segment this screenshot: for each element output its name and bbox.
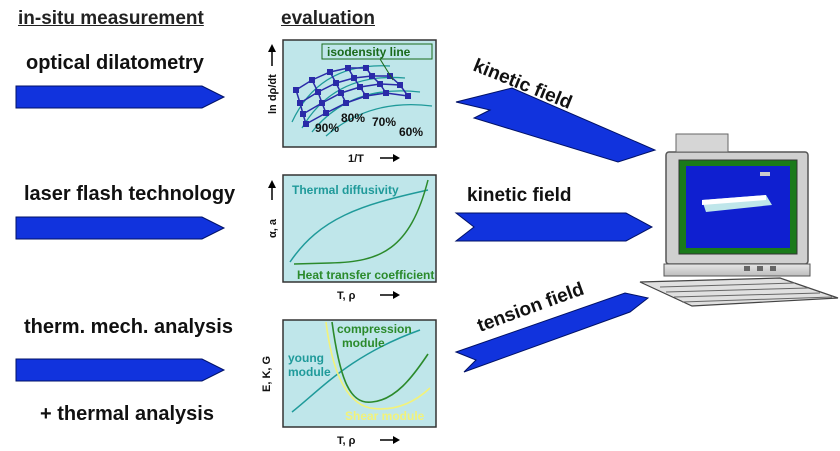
percent-90: 90% [315, 121, 339, 135]
isodensity-legend: isodensity line [327, 45, 411, 59]
output-arrow-1 [455, 87, 657, 163]
panel3-xlabel: T, ρ [337, 435, 356, 447]
percent-60: 60% [399, 125, 423, 139]
percent-70: 70% [372, 115, 396, 129]
input-arrow-3 [15, 358, 226, 382]
panel2-ylabel: α, a [267, 218, 279, 238]
thermal-diffusivity-label: Thermal diffusivity [292, 183, 399, 197]
field-label-2: kinetic field [467, 185, 572, 206]
panel2-x-arrow [380, 291, 400, 299]
computer-icon [639, 133, 839, 307]
percent-80: 80% [341, 111, 365, 125]
panel-modules: compression module young module Shear mo… [282, 319, 437, 428]
header-measurement: in-situ measurement [18, 8, 204, 29]
panel1-x-arrow [380, 154, 400, 162]
panel-isodensity: isodensity line 90% 80% 70% 60% [268, 39, 437, 148]
panel1-ylabel: ln dρ/dt [267, 74, 279, 114]
compression-label: compression [337, 322, 412, 336]
panel2-xlabel: T, ρ [337, 290, 356, 302]
method-therm-mech: therm. mech. analysis [24, 316, 233, 338]
output-arrow-2 [454, 212, 654, 242]
compression-label-2: module [342, 336, 385, 350]
method-laser-flash: laser flash technology [24, 183, 236, 205]
panel3-ylabel: E, K, G [261, 356, 273, 392]
header-evaluation: evaluation [281, 8, 375, 29]
panel-thermal: Thermal diffusivity Heat transfer coeffi… [268, 174, 437, 283]
input-arrow-1 [15, 85, 226, 109]
young-label: young [288, 351, 324, 365]
heat-transfer-label: Heat transfer coefficient [297, 268, 434, 282]
method-optical-dilatometry: optical dilatometry [26, 52, 204, 74]
shear-label: Shear module [345, 409, 425, 423]
input-arrow-2 [15, 216, 226, 240]
panel3-x-arrow [380, 436, 400, 444]
output-arrow-3 [454, 292, 650, 373]
young-label-2: module [288, 365, 331, 379]
method-thermal-analysis: + thermal analysis [40, 403, 214, 425]
panel1-xlabel: 1/T [348, 153, 364, 165]
